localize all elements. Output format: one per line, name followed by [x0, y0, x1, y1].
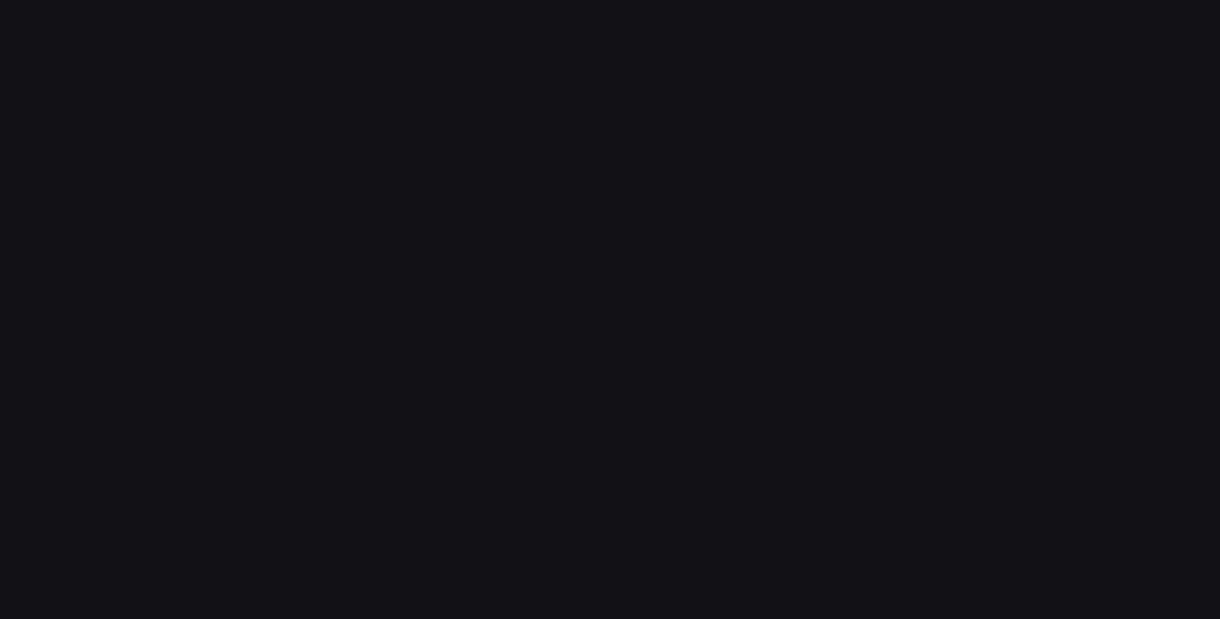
word-cloud-canvas: [0, 0, 1220, 619]
